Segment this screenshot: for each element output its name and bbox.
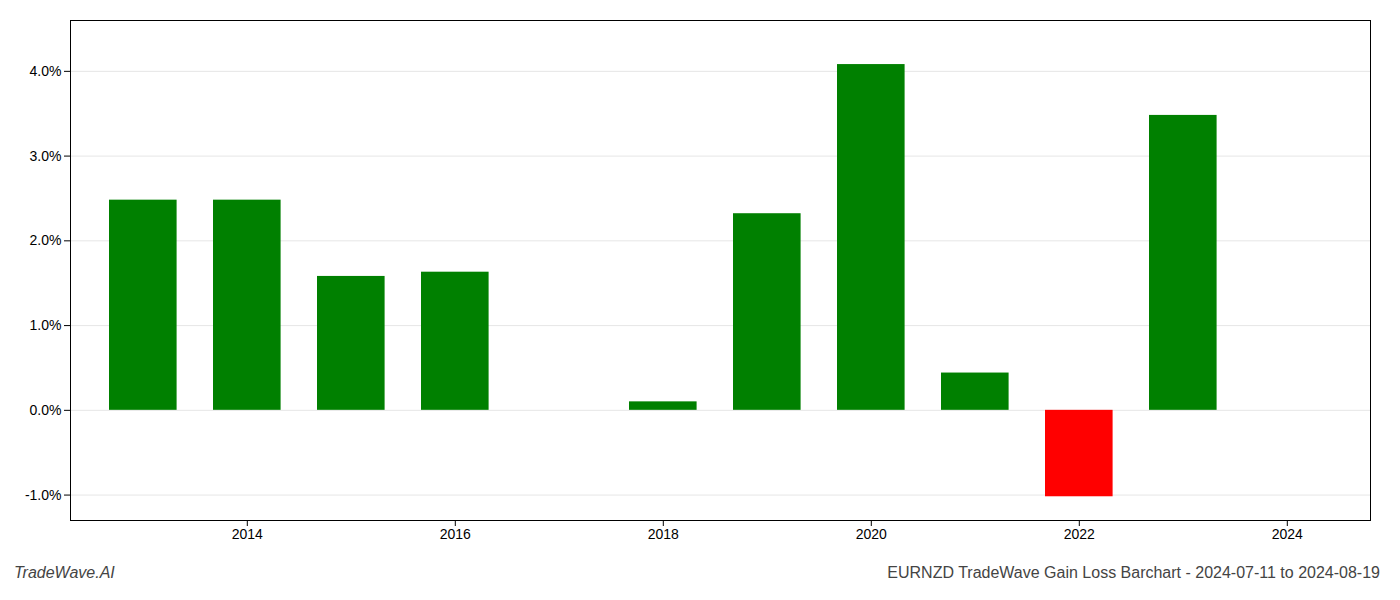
svg-text:4.0%: 4.0% [30, 63, 62, 79]
svg-text:2018: 2018 [648, 526, 679, 542]
svg-text:-1.0%: -1.0% [25, 487, 62, 503]
svg-text:2024: 2024 [1272, 526, 1303, 542]
svg-text:2.0%: 2.0% [30, 232, 62, 248]
svg-text:2016: 2016 [440, 526, 471, 542]
svg-text:2014: 2014 [232, 526, 263, 542]
html-text:TradeWave.AI: TradeWave.AI [14, 564, 115, 581]
svg-text:1.0%: 1.0% [30, 317, 62, 333]
html-text:EURNZD TradeWave Gain Loss Bar: EURNZD TradeWave Gain Loss Barchart - 20… [887, 564, 1380, 581]
svg-text:0.0%: 0.0% [30, 402, 62, 418]
svg-text:2020: 2020 [856, 526, 887, 542]
svg-text:2022: 2022 [1064, 526, 1095, 542]
svg-text:3.0%: 3.0% [30, 148, 62, 164]
